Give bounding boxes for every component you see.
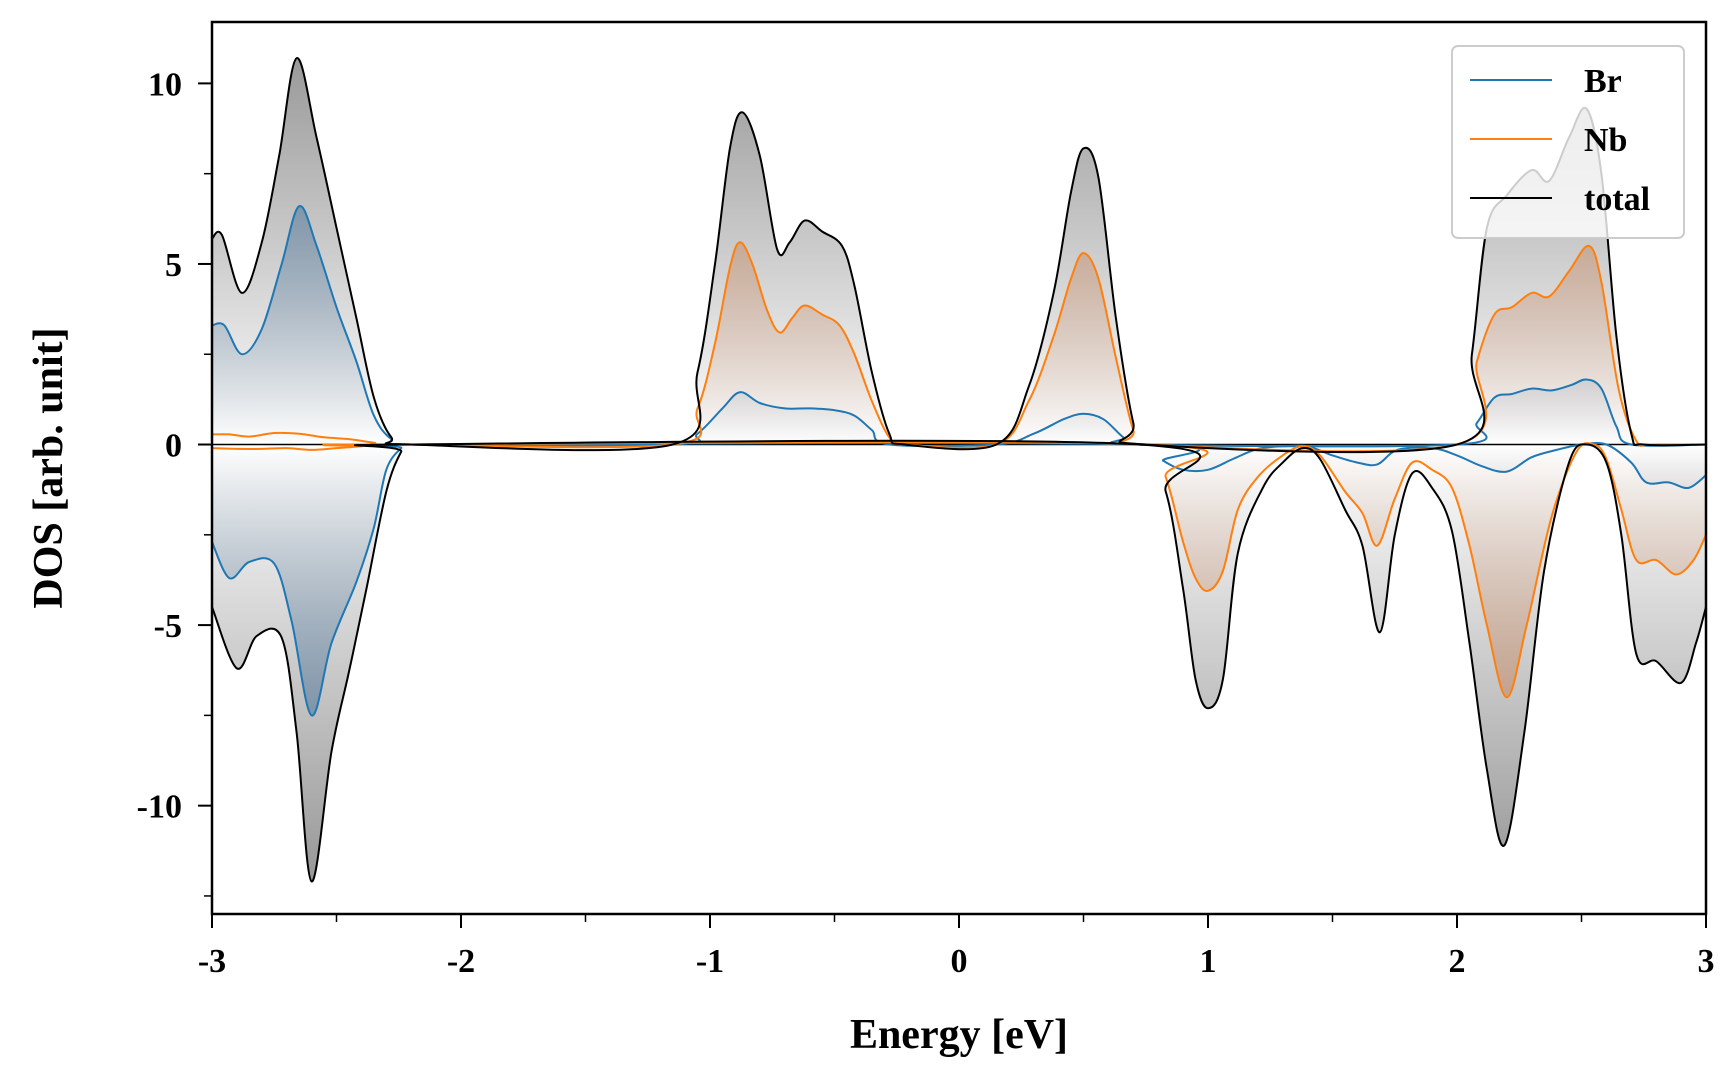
y-axis-title: DOS [arb. unit]	[26, 327, 72, 608]
legend-label-Nb: Nb	[1584, 122, 1627, 159]
legend-box	[1451, 45, 1685, 239]
Br-spin-down-fill	[212, 442, 1706, 716]
x-axis-title: Energy [eV]	[850, 1012, 1068, 1058]
y-tick-label: -5	[154, 608, 182, 645]
fill-layer	[212, 57, 1706, 882]
x-tick-label: 0	[951, 943, 968, 980]
y-tick-label: 10	[148, 66, 182, 103]
x-tick-label: 3	[1698, 943, 1715, 980]
x-tick-label: 1	[1200, 943, 1217, 980]
x-tick-label: -3	[198, 943, 226, 980]
Br-spin-down-line	[211, 441, 1707, 717]
x-tick-label: -1	[696, 943, 724, 980]
Nb-spin-down-line	[211, 441, 1707, 699]
x-tick-label: -2	[447, 943, 475, 980]
Nb-spin-down-fill	[212, 442, 1706, 698]
y-tick-label: -10	[137, 789, 182, 826]
Br-spin-up-line	[211, 205, 1707, 448]
legend-label-total: total	[1584, 181, 1650, 218]
total-spin-down-line	[211, 439, 1707, 883]
y-tick-label: 0	[165, 428, 182, 465]
Br-spin-up-fill	[212, 205, 1706, 447]
y-tick-label: 5	[165, 247, 182, 284]
legend: Br Nb total	[1451, 45, 1685, 239]
legend-label-Br: Br	[1584, 63, 1622, 100]
x-tick-label: 2	[1449, 943, 1466, 980]
